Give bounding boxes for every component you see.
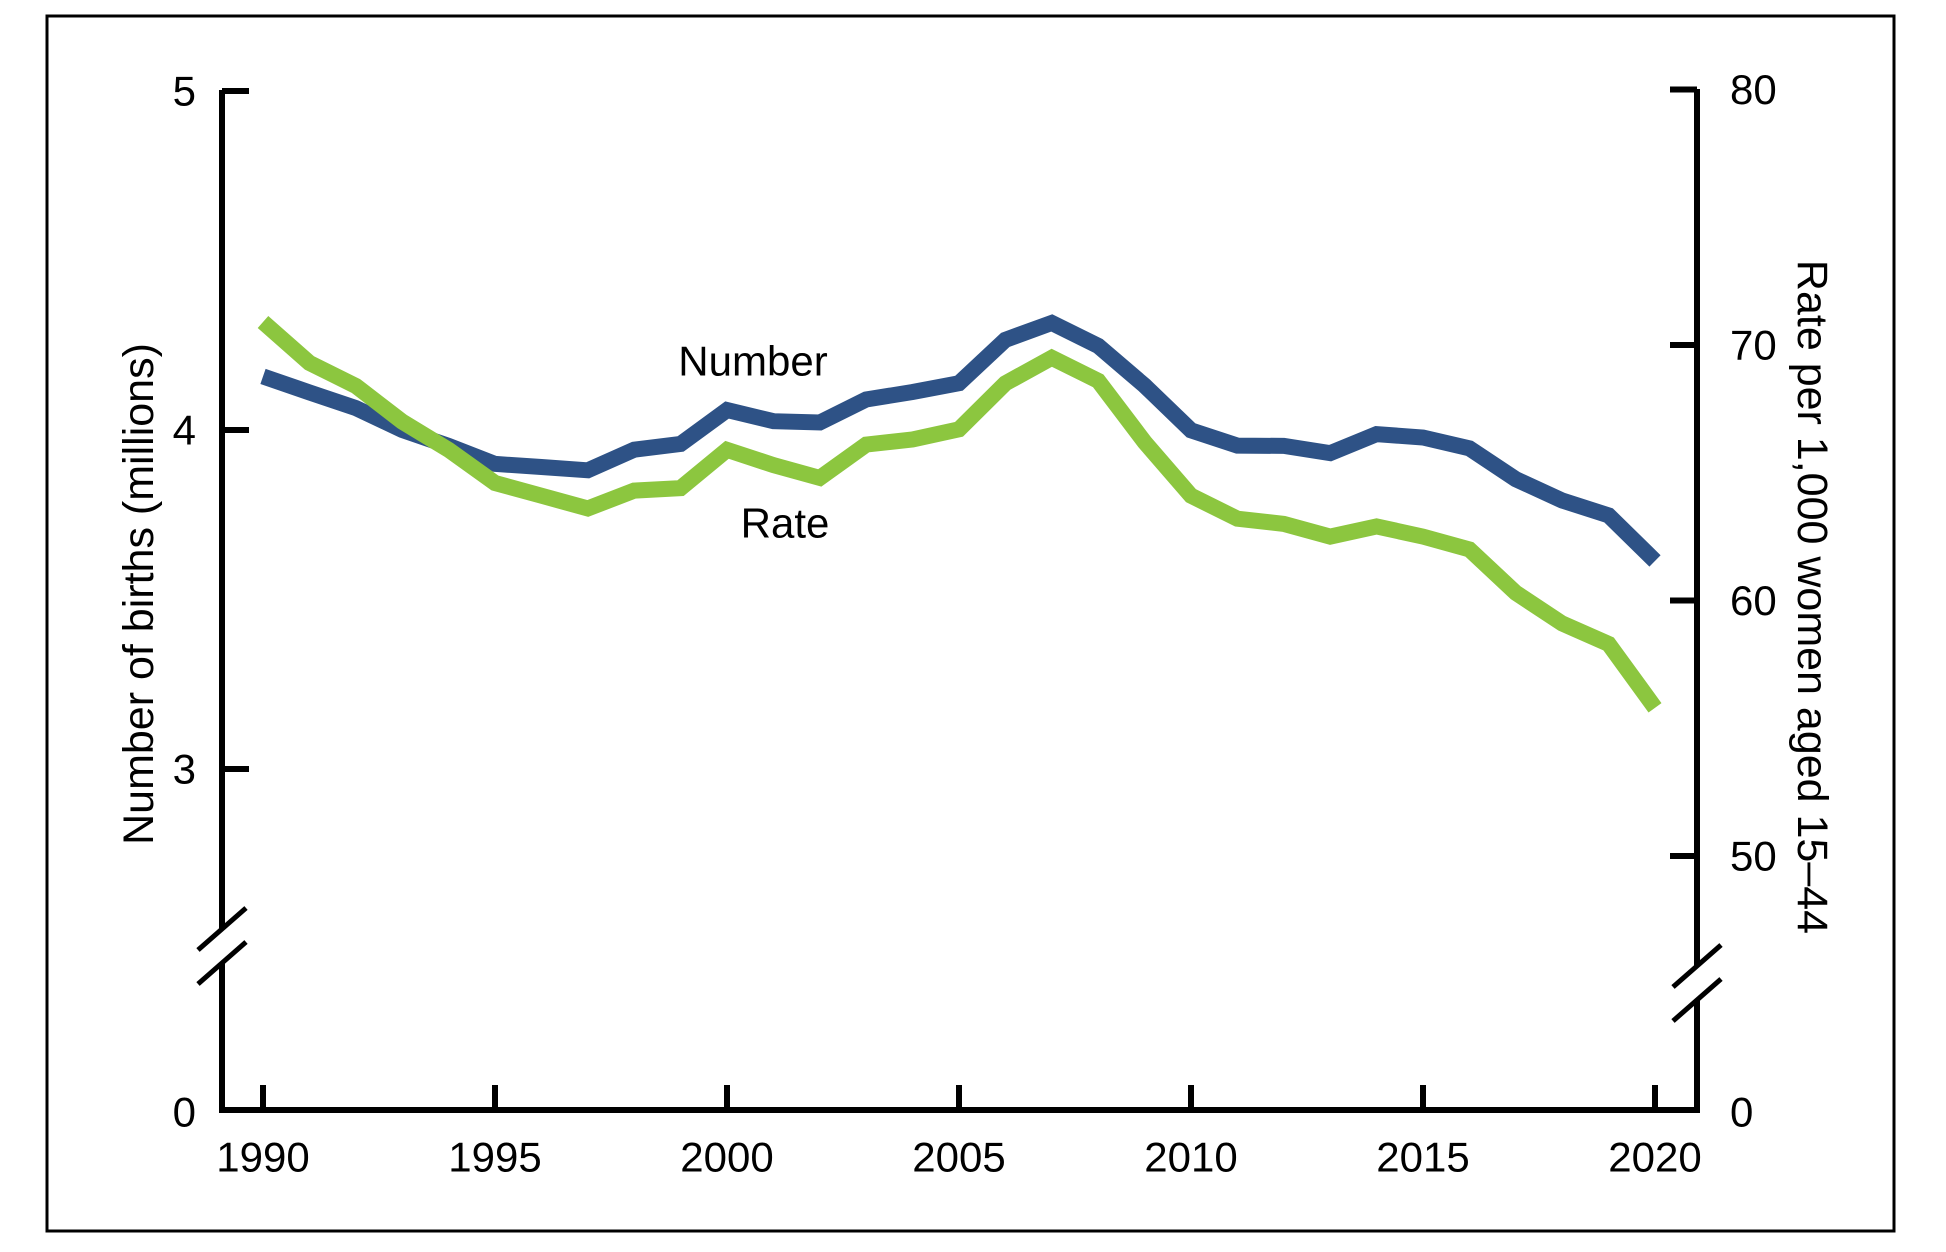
number-series-label: Number	[678, 338, 827, 385]
left-axis-tick-label: 4	[173, 407, 196, 454]
x-axis-tick-label: 1990	[216, 1134, 309, 1181]
data-series	[257, 314, 1662, 713]
x-axis-tick-label: 2015	[1376, 1134, 1469, 1181]
number-line	[260, 314, 1661, 567]
left-axis-ticks: 5 4 3	[173, 68, 249, 793]
figure-border	[45, 14, 1896, 1233]
right-axis-break-slash	[1671, 977, 1723, 1023]
left-axis-break-slash	[196, 940, 248, 986]
right-axis-tick-label: 50	[1730, 833, 1777, 880]
left-axis-zero-label: 0	[173, 1089, 196, 1136]
x-axis-tick-label: 2005	[912, 1134, 1005, 1181]
left-axis-tick-label: 3	[173, 746, 196, 793]
x-axis-tick-label: 2020	[1608, 1134, 1701, 1181]
x-axis-tick-label: 2000	[680, 1134, 773, 1181]
left-axis-tick-label: 5	[173, 68, 196, 115]
left-axis-break-slash	[196, 906, 248, 952]
right-axis-zero-label: 0	[1730, 1089, 1753, 1136]
axis-break-marks	[196, 906, 1723, 1023]
x-axis-tick-label: 2010	[1144, 1134, 1237, 1181]
right-axis-tick-label: 70	[1730, 322, 1777, 369]
left-axis-title: Number of births (millions)	[115, 343, 163, 845]
right-axis-title: Rate per 1,000 women aged 15–44	[1788, 260, 1836, 934]
rate-line	[257, 315, 1662, 713]
x-axis-tick-label: 1995	[448, 1134, 541, 1181]
right-axis-tick-label: 80	[1730, 66, 1777, 113]
rate-series-label: Rate	[741, 500, 830, 547]
right-axis-break-slash	[1671, 943, 1723, 989]
right-axis-tick-label: 60	[1730, 577, 1777, 624]
x-axis-ticks: 1990 1995 2000 2005 2010 2015 2020	[216, 1085, 1702, 1181]
axis-spines	[219, 89, 1700, 1113]
right-axis-ticks: 80 70 60 50	[1670, 66, 1777, 880]
